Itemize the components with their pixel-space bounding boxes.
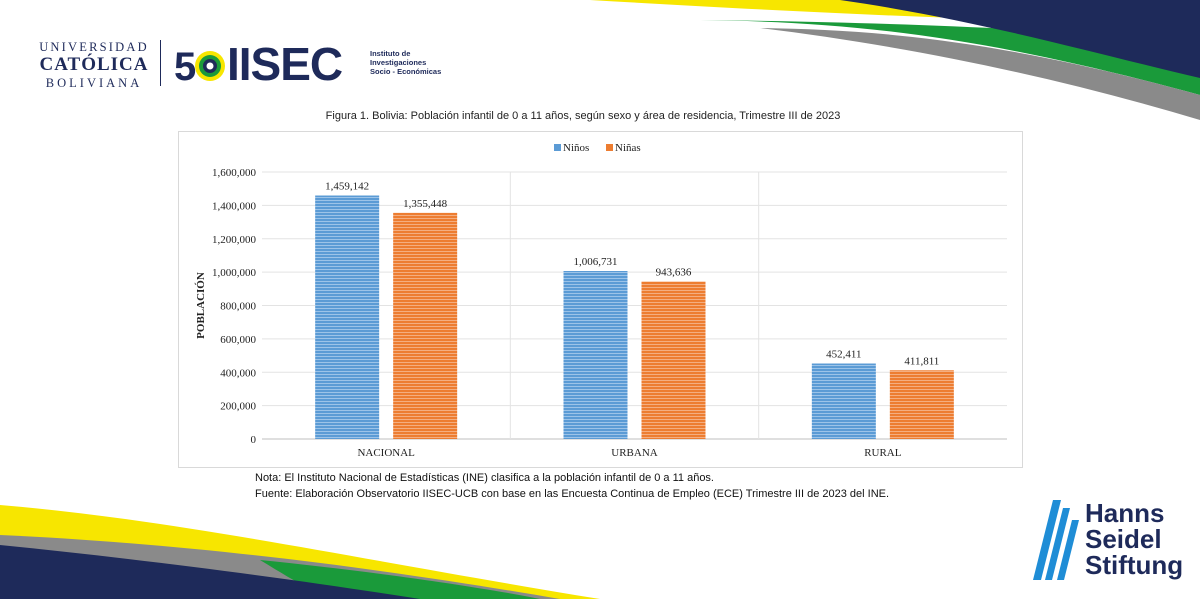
legend-label: Niños (563, 142, 589, 154)
chart-notes: Nota: El Instituto Nacional de Estadísti… (255, 470, 889, 502)
anniversary-5: 5 (174, 45, 196, 86)
hss-logo-line2: Seidel (1085, 524, 1162, 554)
y-tick-label: 1,200,000 (212, 234, 257, 246)
iisec-subtitle-line3: Socio - Económicas (370, 67, 442, 76)
legend-label: Niñas (615, 142, 641, 154)
data-label: 1,355,448 (403, 198, 448, 210)
iisec-subtitle-line1: Instituto de (370, 49, 411, 58)
hss-logo-line3: Stiftung (1085, 550, 1184, 580)
y-tick-label: 1,600,000 (212, 167, 257, 179)
y-tick-label: 800,000 (220, 301, 256, 313)
hss-stripes-icon (1033, 500, 1079, 580)
y-tick-label: 600,000 (220, 334, 256, 346)
y-tick-label: 1,000,000 (212, 267, 257, 279)
y-tick-label: 400,000 (220, 367, 256, 379)
iisec-subtitle: Instituto de Investigaciones Socio - Eco… (370, 49, 441, 76)
anniversary-50-logo: 5 (174, 45, 225, 86)
y-tick-label: 0 (251, 434, 257, 446)
ucb-logo-line2: CATÓLICA (39, 54, 149, 75)
chart-title: Figura 1. Bolivia: Población infantil de… (325, 110, 841, 122)
bar-ninos (811, 363, 876, 439)
bar-ninas (393, 212, 458, 439)
bar-ninos (563, 271, 628, 439)
data-label: 1,006,731 (574, 256, 618, 268)
ucb-logo-line1: UNIVERSIDAD (39, 40, 149, 54)
x-tick-label: NACIONAL (357, 447, 415, 459)
bar-ninas (889, 370, 954, 439)
y-tick-label: 1,400,000 (212, 200, 257, 212)
iisec-logo-text: IISEC (227, 38, 343, 90)
data-label: 452,411 (826, 349, 861, 361)
hss-logo-line1: Hanns (1085, 498, 1165, 528)
logo-divider (160, 40, 161, 86)
x-tick-label: RURAL (864, 447, 902, 459)
note-text: Nota: El Instituto Nacional de Estadísti… (255, 472, 714, 484)
hss-logo-text: Hanns Seidel Stiftung (1085, 500, 1183, 578)
ucb-logo: UNIVERSIDAD CATÓLICA BOLIVIANA (35, 40, 153, 90)
data-label: 1,459,142 (325, 181, 369, 193)
bar-ninos (315, 195, 380, 439)
legend-swatch (606, 144, 613, 151)
legend-swatch (554, 144, 561, 151)
bar-ninas (641, 281, 706, 439)
y-axis-label: POBLACIÓN (195, 272, 207, 339)
iisec-subtitle-line2: Investigaciones (370, 58, 427, 67)
y-tick-label: 200,000 (220, 401, 256, 413)
ucb-logo-line3: BOLIVIANA (45, 76, 143, 90)
data-label: 411,811 (904, 355, 939, 367)
x-tick-label: URBANA (611, 447, 658, 459)
source-text: Fuente: Elaboración Observatorio IISEC-U… (255, 488, 890, 500)
bar-chart: 0 200,000 400,000 600,000 800,000 1,000,000 1,… (195, 142, 1007, 459)
data-label: 943,636 (656, 267, 692, 279)
